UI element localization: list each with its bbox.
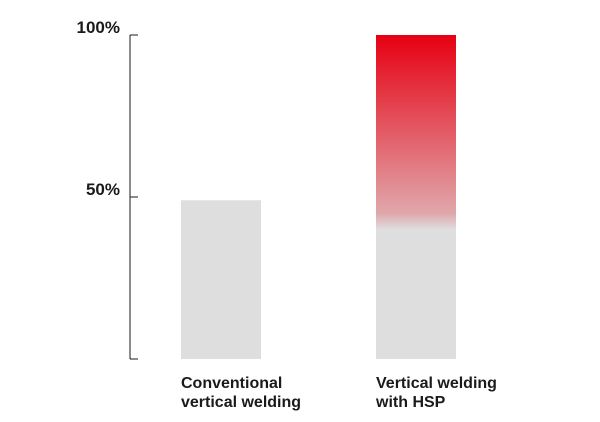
category-label-hsp: Vertical welding with HSP (376, 375, 497, 411)
bar-conventional (181, 200, 261, 359)
bar-hsp-highlight (376, 35, 456, 359)
y-tick-label-50: 50% (86, 180, 120, 199)
category-label-conventional: Conventional vertical welding (181, 375, 302, 411)
y-tick-label-100: 100% (77, 18, 120, 37)
